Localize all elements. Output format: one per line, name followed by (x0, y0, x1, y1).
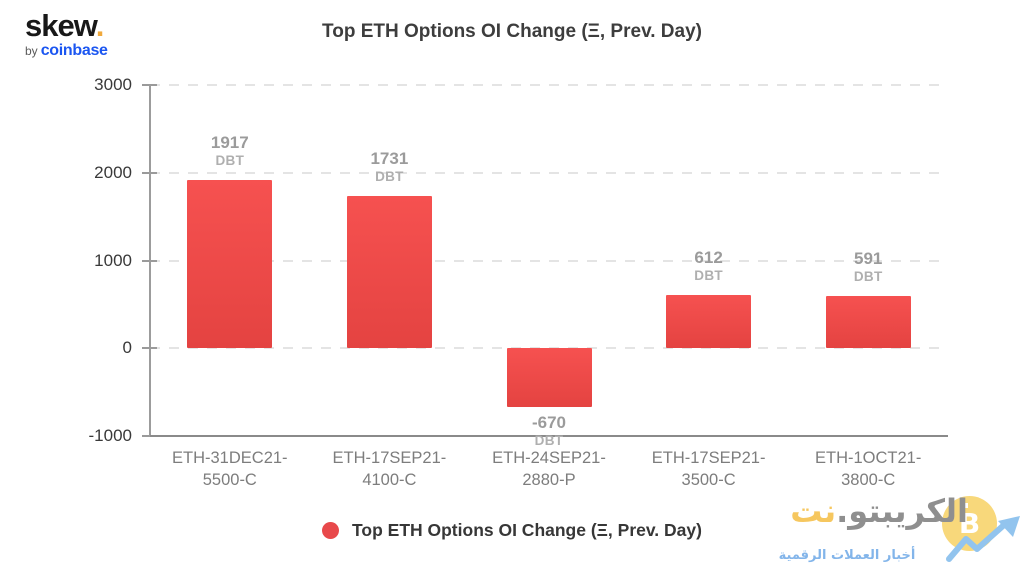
watermark: B الكريبتو.نت أخبار العملات الرقمية (730, 490, 1024, 572)
bar-value: 591 (854, 249, 883, 269)
y-tick-label: 0 (122, 338, 132, 358)
bar-value-label: 612 DBT (629, 248, 789, 285)
y-tick-label: 1000 (94, 250, 132, 270)
y-tick-label: 3000 (94, 75, 132, 94)
legend-label: Top ETH Options OI Change (Ξ, Prev. Day) (352, 520, 702, 540)
bar-value-label: 1917 DBT (150, 133, 310, 170)
bar-unit: DBT (375, 169, 404, 185)
watermark-site-name: الكريبتو.نت (790, 488, 968, 534)
bar (346, 196, 432, 349)
bar-value-label: 1731 DBT (309, 149, 469, 186)
uptrend-arrow-icon (946, 516, 1020, 562)
watermark-site-tld: نت (790, 492, 837, 530)
x-category-line: ETH-17SEP21- (332, 449, 447, 467)
legend-marker-icon (322, 522, 340, 539)
gridline (150, 259, 948, 262)
bar-value: 612 (694, 247, 723, 267)
x-category-line: 3500-C (681, 471, 736, 489)
x-category-label: ETH-1OCT21- 3800-C (788, 447, 948, 491)
bar-unit: DBT (694, 267, 723, 283)
bar (825, 296, 911, 349)
x-category-line: ETH-24SEP21- (492, 449, 606, 467)
skew-name: skew (25, 8, 97, 43)
x-category-label: ETH-24SEP21- 2880-P (469, 447, 629, 491)
bar-unit: DBT (853, 269, 883, 285)
bar-unit: DBT (534, 433, 564, 449)
x-category-line: ETH-31DEC21- (172, 449, 288, 467)
bar-value: 1731 (370, 149, 409, 169)
gridline (150, 171, 948, 174)
skew-dot: . (95, 8, 105, 43)
byline: by coinbase (25, 43, 108, 59)
bar (506, 348, 592, 408)
x-category-label: ETH-31DEC21- 5500-C (150, 447, 310, 491)
x-category-line: ETH-17SEP21- (651, 449, 766, 467)
x-axis-line (150, 435, 948, 437)
skew-logo: skew. by coinbase (25, 10, 108, 59)
bar-value-label: 591 DBT (788, 249, 948, 286)
gridline (150, 84, 948, 86)
coinbase-wordmark: coinbase (40, 42, 108, 59)
x-category-label: ETH-17SEP21- 3500-C (629, 447, 789, 491)
watermark-site-main: الكريبتو. (836, 492, 968, 530)
bar-value: 1917 (210, 133, 249, 153)
y-axis-line (149, 85, 151, 436)
bar-value: -670 (531, 413, 567, 433)
x-category-line: ETH-1OCT21- (815, 449, 922, 467)
bar-value-label: -670 DBT (469, 413, 629, 450)
skew-wordmark: skew. (25, 10, 108, 42)
bar-unit: DBT (215, 153, 245, 169)
x-category-line: 4100-C (362, 471, 417, 489)
watermark-tagline: أخبار العملات الرقمية (778, 548, 916, 563)
legend: Top ETH Options OI Change (Ξ, Prev. Day) (0, 520, 1024, 541)
byline-prefix: by (25, 44, 38, 58)
bar (187, 180, 273, 349)
chart-title: Top ETH Options OI Change (Ξ, Prev. Day) (322, 21, 702, 42)
x-category-line: 5500-C (202, 471, 257, 489)
y-tick-label: 2000 (94, 162, 132, 182)
y-tick (142, 435, 157, 437)
x-category-line: 2880-P (522, 471, 576, 489)
x-category-line: 3800-C (841, 471, 896, 489)
x-category-label: ETH-17SEP21- 4100-C (310, 447, 470, 491)
bar (666, 294, 752, 349)
y-tick-label: -1000 (88, 426, 132, 445)
